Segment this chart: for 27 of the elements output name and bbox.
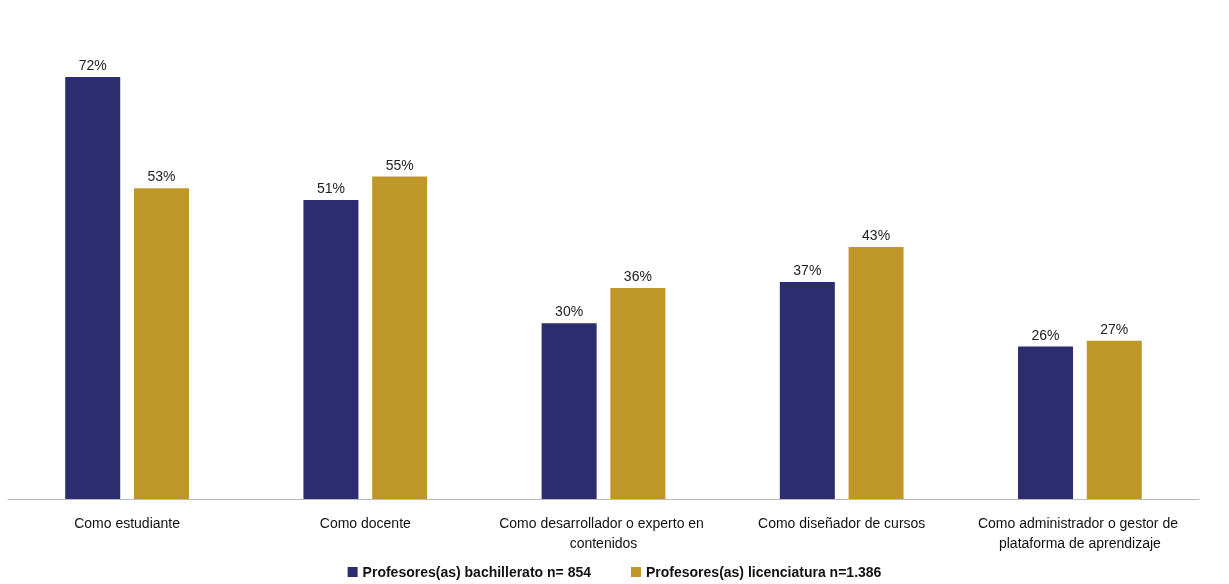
bar (133, 188, 189, 499)
legend-label: Profesores(as) bachillerato n= 854 (362, 564, 592, 580)
data-label: 53% (147, 168, 176, 185)
bar (779, 282, 835, 499)
data-label: 51% (316, 180, 345, 197)
data-label: 36% (623, 267, 652, 284)
x-tick-label: Como administrador o gestor de plataforma de aprendizaje (977, 515, 1182, 551)
data-label: 26% (1031, 326, 1060, 343)
bar (303, 200, 359, 499)
x-tick-label: Como desarrollador o experto en contenidos (499, 515, 708, 551)
data-label: 37% (793, 262, 822, 279)
bar (372, 176, 428, 499)
x-tick-label: Como estudiante (74, 515, 181, 531)
data-label: 27% (1100, 320, 1129, 337)
data-label: 55% (385, 156, 414, 173)
bar (848, 246, 904, 499)
data-label: 43% (862, 226, 891, 243)
legend-label: Profesores(as) licenciatura n=1.386 (645, 564, 882, 580)
x-tick-label: Como docente (319, 515, 412, 531)
bar (65, 76, 121, 499)
bar (1086, 340, 1142, 499)
x-tick-label: Como diseñador de cursos (758, 515, 926, 531)
bar (610, 287, 666, 499)
data-label: 72% (78, 56, 107, 73)
data-label: 30% (555, 303, 584, 320)
bar (541, 323, 597, 499)
bar (1018, 346, 1074, 499)
